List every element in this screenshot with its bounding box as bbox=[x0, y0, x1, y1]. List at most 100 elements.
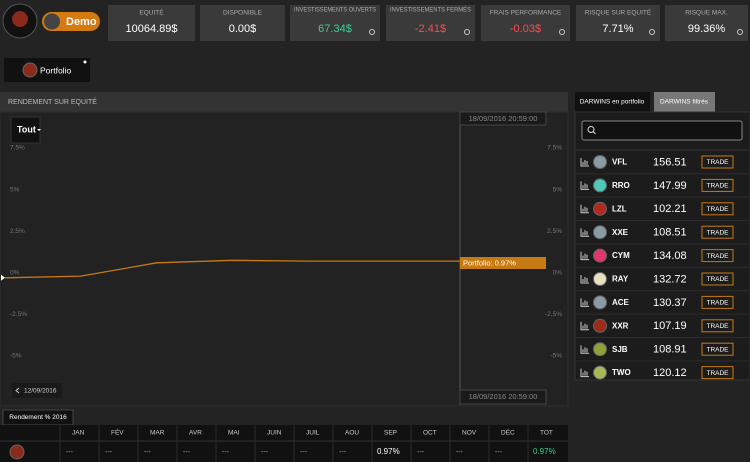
trade-button[interactable] bbox=[701, 272, 734, 286]
darwin-value: 108.51 bbox=[653, 227, 687, 239]
cell: --- bbox=[183, 449, 191, 456]
trade-label: TRADE bbox=[706, 229, 729, 236]
cell: --- bbox=[105, 449, 113, 456]
darwin-dot bbox=[593, 201, 607, 216]
cell: --- bbox=[417, 449, 425, 456]
view-icon[interactable] bbox=[369, 29, 375, 35]
trade-button[interactable] bbox=[701, 295, 734, 309]
y-tick-label: 2.5% bbox=[10, 228, 25, 235]
trade-button[interactable] bbox=[701, 202, 734, 216]
darwin-dot bbox=[593, 155, 607, 169]
darwin-value: 130.37 bbox=[653, 297, 687, 309]
chart-icon[interactable] bbox=[580, 251, 589, 261]
darwin-dot bbox=[593, 178, 607, 193]
trade-button[interactable] bbox=[701, 225, 734, 239]
trade-label: TRADE bbox=[706, 276, 729, 283]
chart-icon[interactable] bbox=[580, 204, 589, 214]
column-header: TOT bbox=[540, 430, 553, 437]
range-label: Tout bbox=[17, 124, 36, 134]
metric-value: 7.71% bbox=[602, 23, 633, 35]
portfolio-tab[interactable] bbox=[4, 58, 90, 82]
date-box-top bbox=[459, 111, 547, 126]
back-button[interactable] bbox=[12, 383, 62, 398]
darwin-value: 147.99 bbox=[653, 180, 687, 192]
trade-label: TRADE bbox=[706, 159, 729, 166]
chart-icon[interactable] bbox=[580, 158, 589, 167]
cell: --- bbox=[261, 449, 269, 456]
chart-icon[interactable] bbox=[580, 345, 589, 354]
y-tick-label: -5% bbox=[10, 353, 22, 360]
chart-icon[interactable] bbox=[580, 298, 589, 307]
trade-label: TRADE bbox=[706, 346, 729, 353]
chart-icon[interactable] bbox=[580, 368, 589, 378]
search-icon bbox=[587, 126, 595, 133]
chart-icon[interactable] bbox=[580, 181, 589, 190]
metric-label: EQUITÉ bbox=[139, 8, 164, 17]
column-header: AOU bbox=[345, 430, 359, 437]
darwin-value: 102.21 bbox=[653, 203, 687, 215]
trade-label: TRADE bbox=[706, 370, 729, 377]
metric-card bbox=[200, 5, 285, 41]
darwin-value: 108.91 bbox=[653, 344, 687, 356]
metric-value: -2.41$ bbox=[415, 23, 446, 35]
toggle-knob bbox=[44, 13, 60, 30]
dropdown-caret bbox=[37, 129, 41, 131]
y-tick-label: -2.5% bbox=[10, 311, 27, 318]
cell: --- bbox=[339, 449, 347, 456]
metric-label: INVESTISSEMENTS FERMÉS bbox=[390, 5, 472, 14]
cell: 0.97% bbox=[533, 447, 556, 456]
metric-card bbox=[386, 5, 475, 41]
darwin-tab-active[interactable] bbox=[575, 92, 650, 112]
view-icon[interactable] bbox=[649, 29, 655, 35]
trade-button[interactable] bbox=[701, 342, 734, 356]
chart-icon[interactable] bbox=[580, 228, 589, 237]
row-icon bbox=[9, 444, 25, 460]
account-mode: Demo bbox=[66, 16, 97, 28]
darwin-code: RAY bbox=[612, 275, 629, 284]
column-header: AVR bbox=[189, 430, 202, 437]
trade-label: TRADE bbox=[706, 206, 729, 213]
metric-card bbox=[576, 5, 660, 41]
returns-table bbox=[0, 425, 568, 462]
y-tick-label-right: 5% bbox=[553, 186, 563, 193]
y-tick-label-right: 7.5% bbox=[547, 145, 562, 152]
darwin-dot bbox=[593, 295, 607, 310]
darwin-code: VFL bbox=[612, 158, 627, 167]
metric-label: RISQUE SUR EQUITÉ bbox=[585, 8, 652, 17]
darwin-value: 120.12 bbox=[653, 367, 687, 379]
metric-label: FRAIS PERFORMANCE bbox=[490, 10, 562, 17]
equity-line bbox=[4, 259, 460, 279]
portfolio-tab-label: Portfolio bbox=[40, 65, 71, 75]
darwin-dot bbox=[593, 225, 607, 240]
range-dropdown[interactable] bbox=[10, 116, 41, 144]
darwin-code: ACE bbox=[612, 298, 630, 307]
darwin-code: LZL bbox=[612, 204, 627, 213]
view-icon[interactable] bbox=[737, 29, 743, 35]
y-tick-label-right: -2.5% bbox=[545, 311, 562, 318]
trade-button[interactable] bbox=[701, 366, 734, 380]
darwin-tab-inactive[interactable] bbox=[654, 92, 715, 112]
tab-dot bbox=[83, 60, 87, 64]
trade-button[interactable] bbox=[701, 155, 734, 169]
view-icon[interactable] bbox=[559, 29, 565, 35]
darwin-code: TWO bbox=[612, 368, 631, 377]
trade-button[interactable] bbox=[701, 249, 734, 263]
metric-value: 99.36% bbox=[688, 23, 726, 35]
trade-button[interactable] bbox=[701, 178, 734, 192]
cell: --- bbox=[495, 449, 503, 456]
cell: --- bbox=[222, 449, 230, 456]
view-icon[interactable] bbox=[464, 29, 470, 35]
metric-card bbox=[290, 5, 380, 41]
darwin-dot bbox=[593, 318, 607, 333]
darwin-value: 156.51 bbox=[653, 156, 687, 168]
metric-value: -0.03$ bbox=[510, 23, 541, 35]
cell: --- bbox=[456, 449, 464, 456]
trade-button[interactable] bbox=[701, 319, 734, 333]
cell: --- bbox=[300, 449, 308, 456]
y-tick-label-right: -5% bbox=[550, 353, 562, 360]
chart-icon[interactable] bbox=[580, 275, 589, 284]
chart-icon[interactable] bbox=[580, 321, 589, 331]
date-box-bottom bbox=[459, 389, 547, 405]
metric-label: RISQUE MAX. bbox=[685, 10, 728, 17]
search-box[interactable] bbox=[581, 120, 743, 141]
